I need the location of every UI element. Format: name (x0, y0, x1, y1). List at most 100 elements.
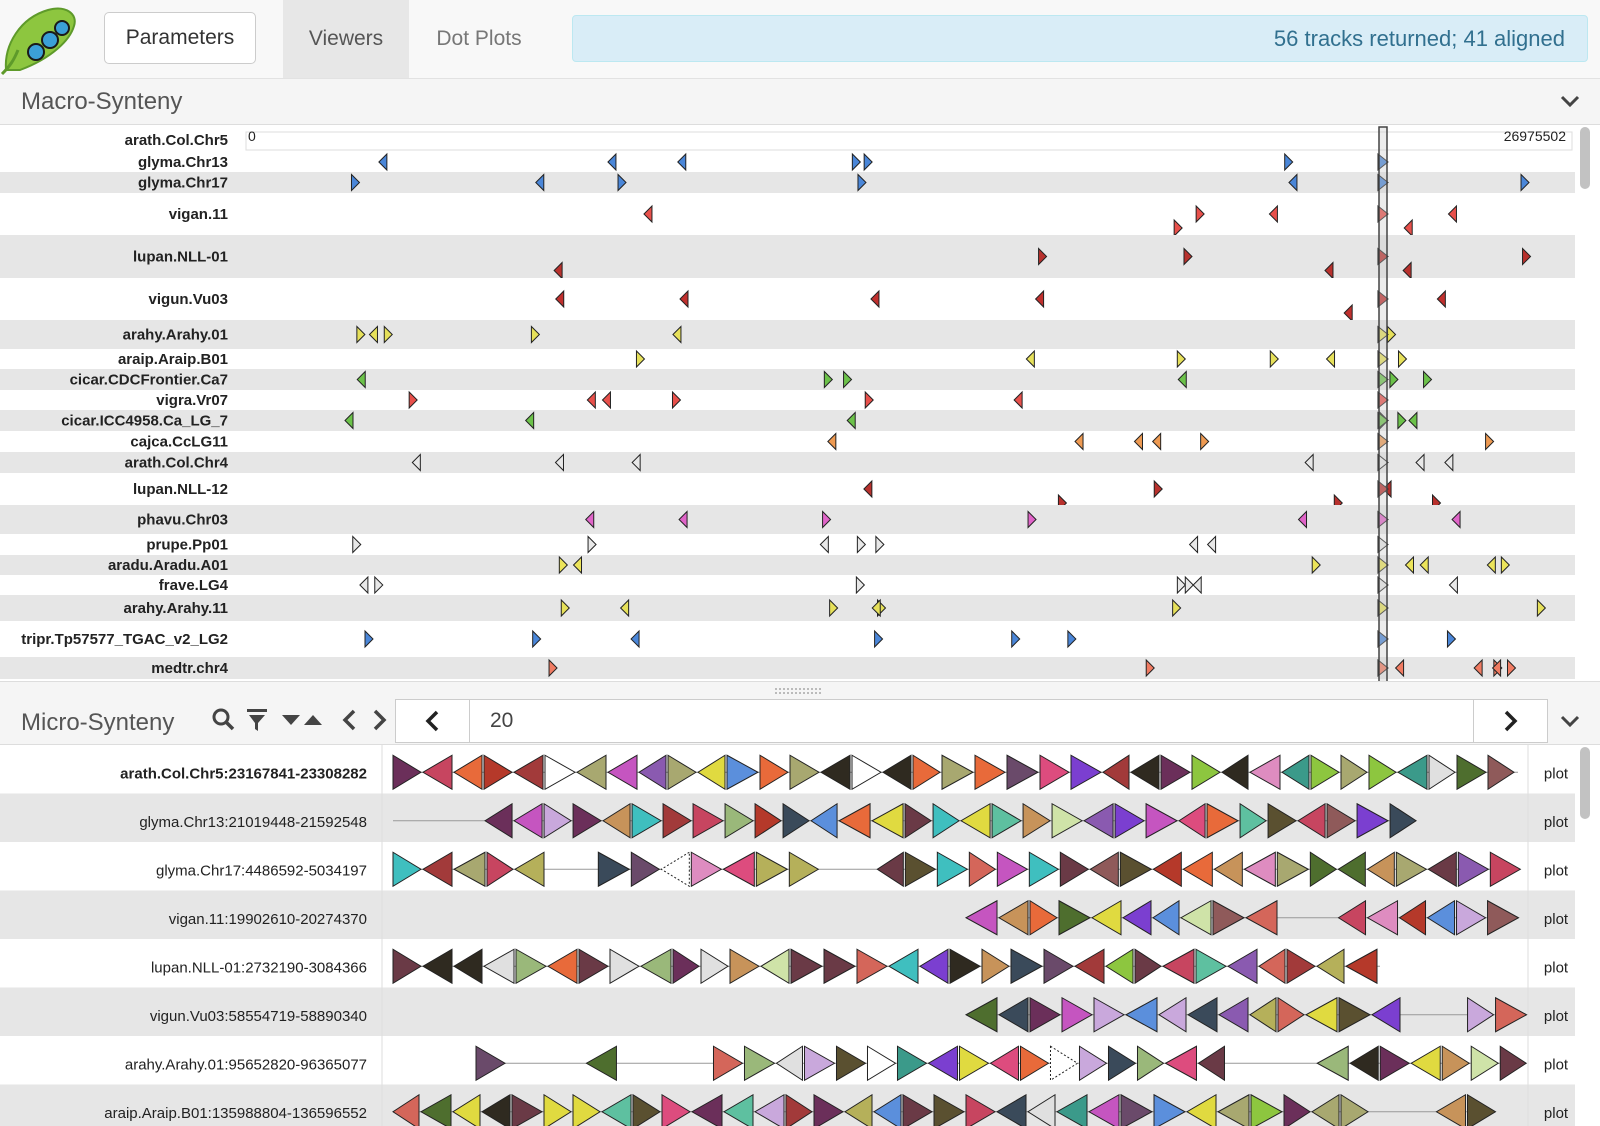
gene-arrow[interactable] (904, 802, 932, 839)
gene-arrow[interactable] (1398, 899, 1427, 936)
gene-arrow[interactable] (785, 1093, 813, 1126)
gene-arrow[interactable] (1441, 1045, 1471, 1082)
synteny-block-marker[interactable] (1491, 658, 1502, 678)
gene-arrow[interactable] (1221, 754, 1249, 791)
gene-arrow[interactable] (692, 802, 725, 839)
gene-arrow[interactable] (1244, 899, 1278, 936)
gene-arrow[interactable] (511, 1093, 544, 1126)
synteny-block-marker[interactable] (1404, 555, 1415, 575)
gene-arrow[interactable] (607, 754, 638, 791)
gene-arrow[interactable] (697, 754, 726, 791)
gene-arrow[interactable] (453, 948, 483, 985)
gene-arrow[interactable] (1340, 1093, 1369, 1126)
synteny-block-marker[interactable] (356, 325, 366, 344)
gene-arrow[interactable] (1029, 996, 1062, 1033)
synteny-block-marker[interactable] (827, 432, 837, 451)
gene-arrow[interactable] (1456, 754, 1487, 791)
gene-arrow[interactable] (810, 802, 838, 839)
synteny-block-marker[interactable] (1536, 598, 1547, 618)
gene-arrow[interactable] (803, 1045, 836, 1082)
gene-arrow[interactable] (392, 754, 422, 791)
gene-arrow[interactable] (1028, 851, 1060, 888)
gene-arrow[interactable] (1153, 1093, 1187, 1126)
synteny-block-marker[interactable] (630, 629, 640, 649)
micro-track-label[interactable]: lupan.NLL-01:2732190-3084366 (151, 959, 367, 976)
synteny-block-marker[interactable] (554, 453, 564, 472)
synteny-block-marker[interactable] (863, 152, 873, 172)
gene-arrow[interactable] (1039, 754, 1070, 791)
synteny-block-marker[interactable] (1448, 575, 1458, 595)
gene-arrow[interactable] (1466, 1093, 1497, 1126)
gene-arrow[interactable] (919, 948, 949, 985)
gene-arrow[interactable] (602, 802, 631, 839)
plot-link[interactable]: plot (1544, 814, 1569, 831)
micro-track-label[interactable]: arahy.Arahy.01:95652820-96365077 (125, 1056, 367, 1073)
synteny-block-marker[interactable] (548, 658, 558, 678)
macro-track-label[interactable]: vigra.Vr07 (156, 392, 228, 409)
synteny-block-marker[interactable] (1304, 453, 1314, 472)
gene-arrow[interactable] (572, 802, 603, 839)
synteny-block-marker[interactable] (1403, 218, 1413, 238)
synteny-block-marker[interactable] (1013, 390, 1023, 410)
gene-arrow[interactable] (422, 948, 453, 985)
gene-arrow[interactable] (1206, 802, 1240, 839)
macro-track-label[interactable]: arahy.Arahy.11 (123, 600, 228, 617)
gene-arrow[interactable] (968, 851, 997, 888)
gene-arrow[interactable] (998, 996, 1029, 1033)
gene-arrow[interactable] (1006, 754, 1040, 791)
gene-arrow[interactable] (941, 754, 975, 791)
synteny-block-marker[interactable] (572, 555, 583, 575)
synteny-block-marker[interactable] (678, 510, 688, 529)
gene-arrow[interactable] (958, 1045, 990, 1082)
micro-track-label[interactable]: glyma.Chr13:21019448-21592548 (139, 814, 367, 831)
synteny-block-marker[interactable] (677, 152, 687, 172)
gene-arrow[interactable] (1316, 948, 1345, 985)
gene-arrow[interactable] (572, 1093, 601, 1126)
gene-arrow[interactable] (755, 851, 789, 888)
gene-arrow[interactable] (601, 1093, 632, 1126)
synteny-block-marker[interactable] (1195, 204, 1205, 224)
micro-track-label[interactable]: glyma.Chr17:4486592-5034197 (156, 862, 367, 879)
gene-arrow[interactable] (1051, 802, 1084, 839)
macro-track-label[interactable]: araip.Araip.B01 (118, 351, 228, 368)
neighbors-input[interactable]: 20 (470, 699, 1473, 743)
synteny-block-marker[interactable] (350, 173, 361, 192)
tab-viewers[interactable]: Viewers (283, 0, 409, 78)
synteny-block-marker[interactable] (1436, 289, 1446, 309)
gene-arrow[interactable] (996, 1093, 1027, 1126)
synteny-block-marker[interactable] (359, 575, 369, 595)
synteny-block-marker[interactable] (1522, 247, 1532, 266)
gene-arrow[interactable] (1029, 899, 1058, 936)
micro-track-label[interactable]: araip.Araip.B01:135988804-136596552 (104, 1105, 367, 1122)
gene-arrow[interactable] (544, 754, 577, 791)
synteny-block-marker[interactable] (1192, 575, 1202, 595)
synteny-block-marker[interactable] (1011, 629, 1021, 649)
synteny-block-marker[interactable] (555, 289, 565, 309)
gene-arrow[interactable] (760, 948, 790, 985)
gene-arrow[interactable] (514, 851, 545, 888)
gene-arrow[interactable] (482, 948, 515, 985)
gene-arrow[interactable] (1249, 996, 1277, 1033)
gene-arrow[interactable] (1337, 899, 1367, 936)
gene-arrow[interactable] (974, 754, 1007, 791)
gene-arrow[interactable] (788, 851, 820, 888)
synteny-block-marker[interactable] (631, 453, 641, 472)
gene-arrow[interactable] (1356, 802, 1390, 839)
gene-arrow[interactable] (1389, 802, 1417, 839)
neighbors-previous-button[interactable] (395, 699, 470, 743)
synteny-block-marker[interactable] (1173, 218, 1183, 238)
gene-arrow[interactable] (1487, 899, 1520, 936)
synteny-block-marker[interactable] (863, 479, 873, 499)
collapse-chevron-icon[interactable] (1557, 708, 1583, 734)
gene-arrow[interactable] (475, 1045, 506, 1082)
synteny-block-marker[interactable] (679, 289, 689, 309)
gene-arrow[interactable] (1022, 802, 1052, 839)
scroll-right-icon[interactable] (365, 705, 393, 735)
gene-arrow[interactable] (422, 851, 453, 888)
gene-arrow[interactable] (660, 851, 690, 888)
gene-arrow[interactable] (724, 802, 755, 839)
gene-arrow[interactable] (882, 754, 912, 791)
macro-track-label[interactable]: glyma.Chr13 (138, 154, 228, 171)
synteny-block-marker[interactable] (1397, 349, 1408, 369)
gene-arrow[interactable] (729, 948, 760, 985)
